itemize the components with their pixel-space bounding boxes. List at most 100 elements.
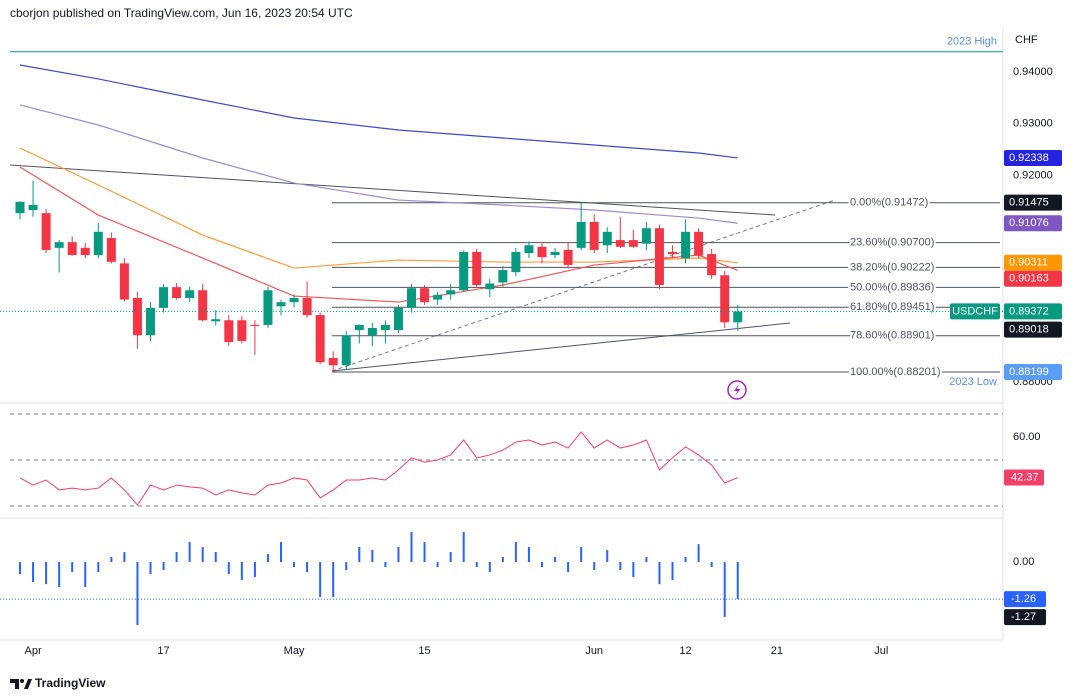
candle-body bbox=[511, 251, 521, 273]
price-tag bbox=[1004, 194, 1062, 211]
candle-body bbox=[446, 290, 456, 295]
header: cborjon published on TradingView.com, Ju… bbox=[10, 6, 353, 20]
histogram-bar bbox=[697, 544, 700, 563]
x-tick-label: Jun bbox=[585, 645, 603, 657]
histogram-bar bbox=[123, 552, 126, 563]
value-tag bbox=[1004, 591, 1046, 608]
logo-part bbox=[20, 679, 24, 683]
histogram-bar bbox=[541, 562, 543, 568]
candle-body bbox=[641, 228, 651, 244]
candle-body bbox=[250, 324, 260, 326]
fib-label: 50.00%(0.89836) bbox=[850, 281, 934, 293]
x-tick-label: Jul bbox=[874, 645, 888, 657]
histogram-bar bbox=[240, 562, 243, 580]
candle-body bbox=[93, 231, 103, 256]
value-tag-label: -1.26 bbox=[1011, 593, 1036, 605]
candle-body bbox=[80, 247, 90, 256]
histogram-bar bbox=[462, 532, 465, 563]
histogram-bar bbox=[306, 562, 309, 573]
candle-body bbox=[276, 302, 286, 307]
price-tag-label: 0.91475 bbox=[1009, 196, 1049, 208]
value-tag-label: 42.37 bbox=[1011, 471, 1039, 483]
symbol-tag bbox=[950, 303, 1000, 320]
price-tag bbox=[1004, 254, 1062, 271]
logo-part bbox=[24, 679, 32, 689]
candle-body bbox=[393, 307, 403, 331]
fib-label: 78.60%(0.88901) bbox=[850, 330, 934, 342]
candle-body bbox=[459, 251, 469, 291]
candle-body bbox=[237, 320, 247, 341]
candle-body bbox=[498, 270, 508, 283]
candle-body bbox=[668, 251, 677, 255]
candle-body bbox=[146, 307, 155, 336]
histogram-bar bbox=[332, 562, 335, 598]
histogram-bar bbox=[423, 542, 426, 563]
histogram-bar bbox=[162, 562, 165, 570]
candle-body bbox=[106, 238, 116, 262]
histogram-bar bbox=[71, 562, 74, 573]
histogram-bar bbox=[371, 550, 374, 563]
price-tag-label: 0.88199 bbox=[1009, 366, 1049, 378]
histogram-bar bbox=[58, 562, 61, 588]
histogram-bar bbox=[201, 547, 204, 563]
histogram-bar bbox=[684, 557, 687, 563]
event-icon[interactable] bbox=[727, 380, 747, 400]
candle-body bbox=[185, 290, 195, 299]
candle-body bbox=[41, 213, 51, 250]
trend-line bbox=[9, 164, 776, 216]
rsi-line bbox=[19, 431, 738, 506]
candle-body bbox=[433, 294, 443, 300]
price-tag-label: 0.90311 bbox=[1009, 257, 1048, 269]
candle-body bbox=[119, 263, 129, 300]
histogram-bar bbox=[149, 562, 152, 575]
histogram-bar bbox=[658, 562, 661, 585]
price-tag bbox=[1004, 321, 1062, 338]
y-tick-label: 0.92000 bbox=[1013, 169, 1053, 181]
histogram-bar bbox=[514, 542, 517, 563]
histogram-bar bbox=[410, 532, 413, 563]
fib-label: 23.60%(0.90700) bbox=[850, 237, 934, 249]
candle-body bbox=[733, 311, 743, 323]
histogram-bar bbox=[253, 562, 256, 578]
histogram-bar bbox=[293, 562, 296, 568]
histogram-bar bbox=[19, 562, 21, 575]
candle-body bbox=[628, 240, 638, 247]
candle-body bbox=[654, 228, 664, 286]
y-tick-label: 0.93000 bbox=[1013, 118, 1053, 130]
candle-body bbox=[28, 204, 38, 211]
symbol-label: USDCHF bbox=[952, 305, 998, 317]
histogram-bar bbox=[606, 550, 609, 563]
histogram-bar bbox=[736, 562, 739, 600]
histogram-bar bbox=[710, 562, 713, 568]
currency-label: CHF bbox=[1015, 34, 1038, 46]
histogram-bar bbox=[214, 552, 217, 563]
candle-body bbox=[341, 335, 351, 366]
candle-body bbox=[420, 288, 430, 303]
histogram-bar bbox=[319, 562, 322, 598]
x-tick-label: 17 bbox=[157, 645, 169, 657]
x-tick-label: May bbox=[284, 645, 305, 657]
x-tick-label: 12 bbox=[679, 645, 691, 657]
histogram-bar bbox=[645, 557, 648, 563]
histogram-bar bbox=[110, 557, 113, 563]
histogram-bar bbox=[32, 562, 35, 583]
value-tag bbox=[1004, 469, 1044, 486]
histogram-bar bbox=[397, 547, 400, 563]
footer-logo bbox=[10, 679, 32, 689]
event-bolt[interactable] bbox=[734, 384, 741, 396]
histogram-bar bbox=[449, 552, 452, 563]
candle-body bbox=[67, 242, 77, 256]
candle-body bbox=[159, 287, 169, 308]
y-tick-label: 0.00 bbox=[1013, 556, 1034, 568]
fib-label: 38.20%(0.90222) bbox=[850, 261, 934, 273]
fib-label: 100.00%(0.88201) bbox=[850, 366, 941, 378]
y-tick-label: 0.94000 bbox=[1013, 66, 1053, 78]
candle-body bbox=[380, 324, 390, 331]
candle-body bbox=[615, 240, 625, 247]
x-tick-label: 15 bbox=[418, 645, 430, 657]
price-tag bbox=[1004, 303, 1062, 320]
histogram-bar bbox=[136, 562, 139, 625]
candle-body bbox=[132, 298, 142, 336]
histogram-bar bbox=[280, 542, 282, 563]
